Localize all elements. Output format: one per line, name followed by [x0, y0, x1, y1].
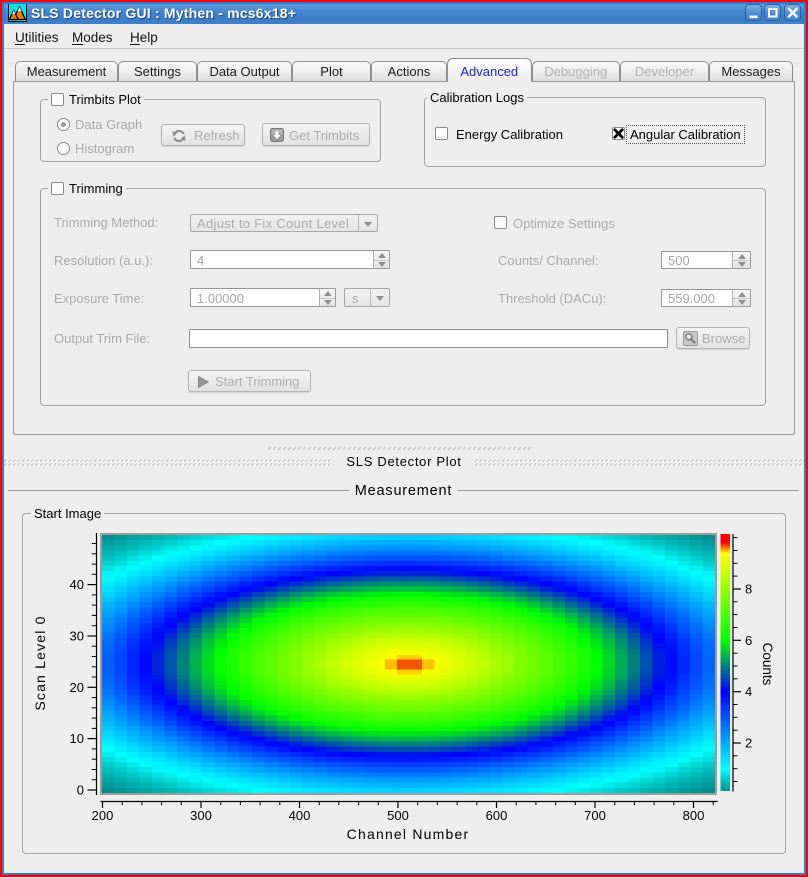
svg-text:6: 6 — [745, 633, 752, 648]
svg-text:200: 200 — [92, 808, 114, 823]
svg-text:2: 2 — [745, 736, 752, 751]
svg-text:40: 40 — [70, 577, 84, 592]
svg-text:300: 300 — [190, 808, 212, 823]
svg-text:10: 10 — [70, 731, 84, 746]
svg-text:8: 8 — [745, 582, 752, 597]
svg-text:700: 700 — [584, 808, 606, 823]
svg-text:30: 30 — [70, 629, 84, 644]
svg-text:4: 4 — [745, 684, 752, 699]
svg-text:Scan Level 0: Scan Level 0 — [32, 615, 48, 710]
svg-text:800: 800 — [683, 808, 705, 823]
svg-text:400: 400 — [289, 808, 311, 823]
svg-text:0: 0 — [77, 783, 84, 798]
svg-text:Channel Number: Channel Number — [347, 826, 470, 842]
svg-text:600: 600 — [486, 808, 508, 823]
svg-text:500: 500 — [387, 808, 409, 823]
svg-text:20: 20 — [70, 680, 84, 695]
svg-text:Counts: Counts — [760, 643, 775, 686]
